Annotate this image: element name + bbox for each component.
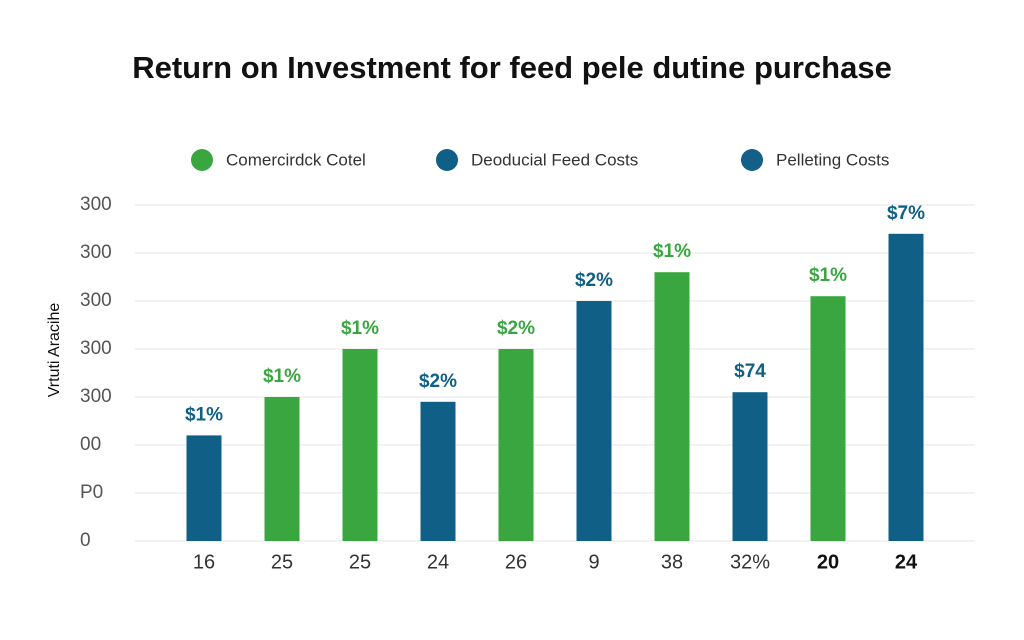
y-tick-label: 300 <box>80 242 112 263</box>
x-tick-label: 24 <box>895 551 918 573</box>
legend-label: Pelleting Costs <box>776 150 889 169</box>
bar <box>186 435 222 541</box>
data-label: $7% <box>887 203 925 224</box>
y-tick-label: 300 <box>80 290 112 311</box>
data-label: $2% <box>575 270 613 291</box>
y-tick-label: 300 <box>80 386 112 407</box>
x-tick-label: 32% <box>730 551 770 573</box>
y-tick-label: 0 <box>80 530 91 551</box>
chart-title: Return on Investment for feed pele dutin… <box>132 50 892 85</box>
legend-label: Deoducial Feed Costs <box>471 150 638 169</box>
y-tick-label: 00 <box>80 434 101 455</box>
x-tick-label: 20 <box>817 551 839 573</box>
x-tick-label: 26 <box>505 551 527 573</box>
data-label: $1% <box>263 366 301 387</box>
bar <box>576 301 612 541</box>
bar <box>732 392 768 541</box>
bar <box>498 349 534 541</box>
bar <box>810 296 846 541</box>
y-tick-label: 300 <box>80 194 112 215</box>
y-tick-label: 300 <box>80 338 112 359</box>
bar <box>342 349 378 541</box>
data-label: $1% <box>341 318 379 339</box>
bar <box>420 401 456 541</box>
x-tick-label: 24 <box>427 551 449 573</box>
legend-marker <box>191 149 213 171</box>
bar <box>264 397 300 541</box>
legend-marker <box>436 149 458 171</box>
legend-marker <box>741 149 763 171</box>
x-tick-label: 25 <box>271 551 293 573</box>
bar <box>888 233 924 542</box>
y-axis-label: Vrtuti Aracihe <box>46 303 63 398</box>
data-label: $1% <box>185 404 223 425</box>
data-label: $1% <box>809 265 847 286</box>
data-label: $2% <box>419 371 457 392</box>
x-tick-label: 38 <box>661 551 683 573</box>
legend-label: Comercirdck Cotel <box>226 150 366 169</box>
x-tick-label: 9 <box>588 551 599 573</box>
data-label: $2% <box>497 318 535 339</box>
x-tick-label: 25 <box>349 551 371 573</box>
bar <box>654 272 690 541</box>
data-label: $1% <box>653 241 691 262</box>
data-label: $74 <box>734 361 766 382</box>
x-tick-label: 16 <box>193 551 215 573</box>
y-tick-label: P0 <box>80 482 103 503</box>
